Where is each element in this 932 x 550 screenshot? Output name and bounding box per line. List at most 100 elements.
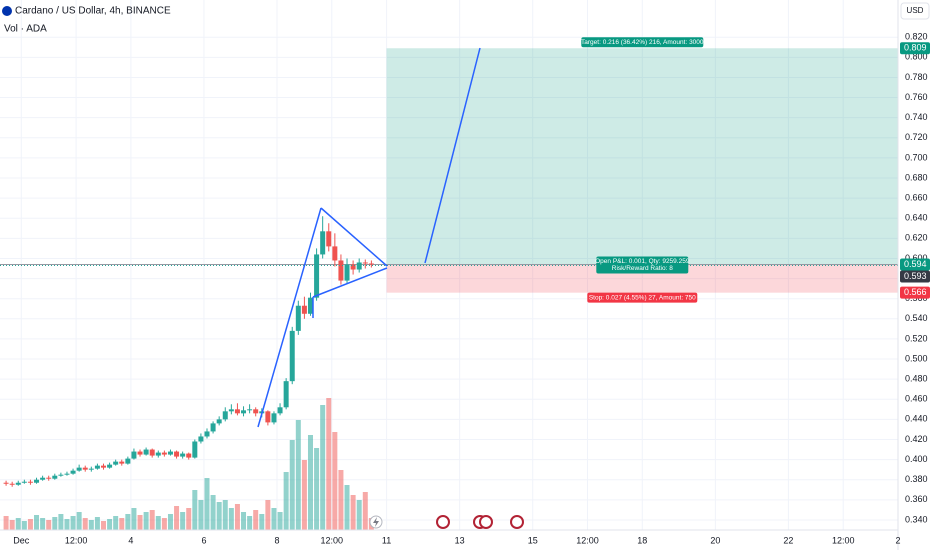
candle-body [34,479,40,483]
candle-body [228,409,234,412]
candle-body [210,423,216,432]
x-tick-label: 12:00 [576,535,599,545]
candle-body [295,305,301,331]
candle-body [301,305,307,314]
currency-button[interactable] [900,2,930,20]
volume-bar [46,520,52,530]
y-tick-label: 0.600 [905,253,928,263]
volume-bar [216,502,222,530]
candle-body [234,409,240,414]
x-tick-label: 22 [783,535,793,545]
candle-body [52,475,58,479]
volume-bar [167,514,173,530]
header: Cardano / US Dollar, 4h, BINANCE Vol · A… [2,6,171,35]
lightning-glyph [373,517,379,527]
x-tick-label: 13 [455,535,465,545]
candle-body [283,381,289,408]
volume-bar [362,492,368,530]
volume-bar [131,508,137,530]
candle-body [167,451,173,455]
candle-body [247,409,253,411]
volume-bar [15,518,21,530]
x-tick-label: 12:00 [65,535,88,545]
y-tick-label: 0.620 [905,233,928,243]
x-tick-label: 8 [275,535,280,545]
volume-bar [94,517,100,530]
candle-body [326,231,332,247]
rr-label: Risk/Reward Ratio: 8 [612,265,673,272]
y-tick-label: 0.340 [905,514,928,524]
candle-body [204,431,210,437]
volume-bar [143,512,149,530]
y-tick-label: 0.480 [905,374,928,384]
volume-bar [21,521,27,530]
candle-body [113,461,119,465]
stop-label-bg [587,292,698,303]
candle-body [161,452,167,455]
pole-line [257,207,322,428]
candle-body [253,409,259,414]
price-badge-bg [900,270,930,283]
y-tick-label: 0.720 [905,132,928,142]
candle-body [192,441,198,458]
volume-bar [58,514,64,530]
volume-bar [247,516,253,530]
volume-bar [192,490,198,530]
candle-body [82,467,88,470]
volume-bar [326,398,332,530]
candle-body [332,246,338,261]
event-flag[interactable] [479,515,493,529]
y-tick-label: 0.820 [905,32,928,42]
volume-bar [271,508,277,530]
candle-body [216,419,222,424]
volume-bar [320,405,326,530]
volume-bar [64,519,70,530]
y-tick-label: 0.440 [905,414,928,424]
pnl-label: Open P&L: 0.001, Qty: 9259.259 [595,258,690,265]
candle-body [368,263,374,265]
candle-body [46,477,52,479]
y-tick-label: 0.740 [905,112,928,122]
volume-bar [70,516,76,530]
volume-bar [125,514,131,530]
volume-bar [204,478,210,530]
pattern-drawing [257,47,481,428]
candle-body [314,254,320,298]
candle-body [344,264,350,281]
volume-label: Vol · ADA [4,24,47,35]
event-flag[interactable] [436,515,450,529]
candle-body [155,452,161,456]
candle-body [137,451,143,455]
volume-bar [113,516,119,530]
volume-bar [332,432,338,530]
target-label: Target: 0.216 (36.42%) 216, Amount: 3000 [581,39,704,46]
y-tick-label: 0.680 [905,172,928,182]
candle-body [149,449,155,456]
price-badge: 0.809 [904,43,927,53]
candle-body [64,473,70,475]
y-tick-label: 0.800 [905,52,928,62]
candle-body [27,481,33,483]
x-tick-label: 20 [710,535,720,545]
candle-body [143,449,149,455]
y-tick-label: 0.380 [905,474,928,484]
volume-bar [27,519,33,530]
volume-bar [180,512,186,530]
candle-body [289,330,295,382]
y-tick-label: 0.540 [905,313,928,323]
volume-bar [350,495,356,530]
event-flag[interactable] [510,515,524,529]
candle-body [100,465,106,468]
lower-flag-line [312,267,388,298]
price-badge: 0.593 [904,271,927,281]
volume-bar [76,512,82,530]
pnl-label-bg [596,256,689,274]
volume-bar [161,518,167,530]
volume-bar [265,500,271,530]
candle-body [76,467,82,471]
y-tick-label: 0.500 [905,353,928,363]
candle-body [186,453,192,458]
volume-bar [253,510,259,530]
y-tick-label: 0.360 [905,494,928,504]
volume-bar [174,506,180,530]
